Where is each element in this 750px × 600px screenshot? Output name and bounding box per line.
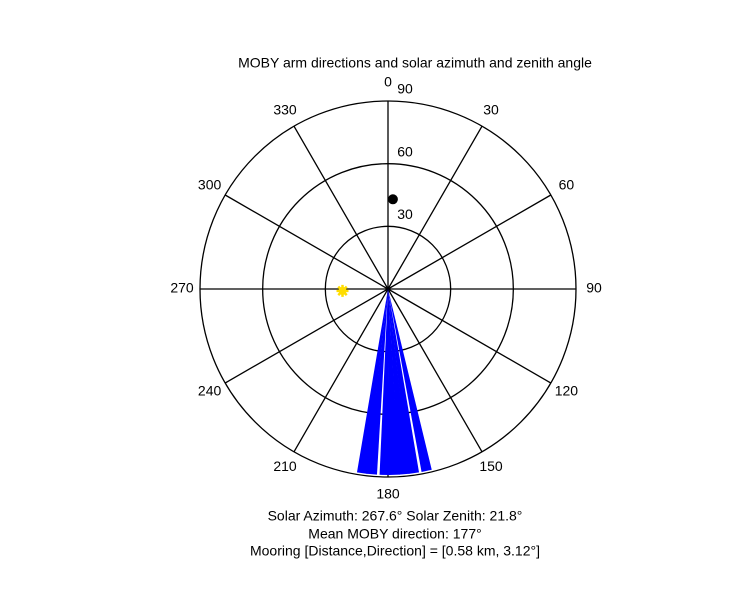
- grid-spoke: [293, 288, 389, 453]
- arm-wedge: [379, 289, 390, 475]
- theta-tick-label: 210: [273, 458, 297, 474]
- grid-spoke: [224, 194, 389, 290]
- theta-tick-label: 90: [586, 280, 602, 296]
- annotation: Solar Azimuth: 267.6° Solar Zenith: 21.8…: [268, 508, 523, 524]
- grid-spoke: [224, 288, 389, 384]
- r-tick-label: 90: [397, 81, 413, 97]
- theta-tick-label: 180: [376, 486, 400, 502]
- arm-wedge: [388, 289, 410, 475]
- arm-wedge: [388, 289, 432, 472]
- sun-core: [338, 286, 347, 295]
- theta-tick-label: 270: [170, 280, 194, 296]
- grid-spoke: [387, 288, 483, 453]
- r-tick-label: 30: [397, 206, 413, 222]
- annotation: Mean MOBY direction: 177°: [308, 526, 481, 542]
- theta-tick-label: 300: [198, 177, 222, 193]
- theta-tick-label: 240: [198, 383, 222, 399]
- chart-title: MOBY arm directions and solar azimuth an…: [238, 55, 592, 71]
- grid-spoke: [387, 288, 552, 384]
- annotation: Mooring [Distance,Direction] = [0.58 km,…: [250, 543, 540, 559]
- theta-tick-label: 30: [483, 101, 499, 117]
- arm-wedge: [388, 289, 420, 474]
- grid-spoke: [293, 125, 389, 290]
- grid-spoke: [387, 125, 483, 290]
- mooring-marker: [387, 194, 398, 205]
- arm-wedge: [388, 289, 400, 475]
- arm-wedge: [356, 289, 388, 474]
- theta-tick-label: 0: [384, 74, 392, 90]
- theta-tick-label: 150: [479, 458, 503, 474]
- r-tick-label: 60: [397, 143, 413, 159]
- theta-tick-label: 120: [555, 383, 579, 399]
- theta-tick-label: 330: [273, 101, 297, 117]
- grid-spoke: [387, 194, 552, 290]
- theta-tick-label: 60: [559, 177, 575, 193]
